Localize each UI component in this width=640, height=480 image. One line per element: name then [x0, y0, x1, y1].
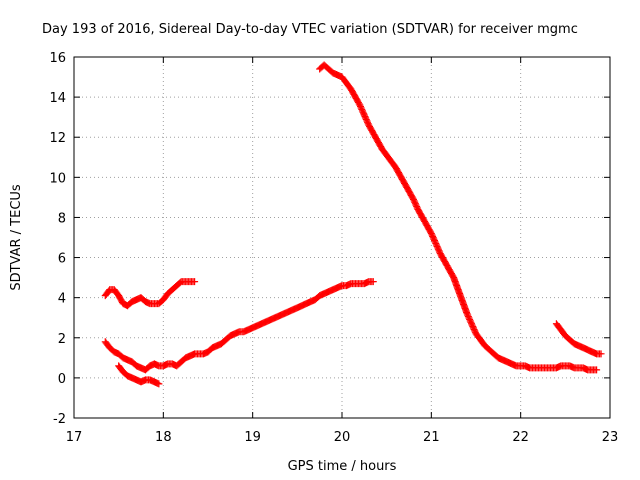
y-tick-label: 0: [58, 372, 66, 387]
data-point: [593, 366, 601, 374]
y-tick-label: 6: [58, 252, 66, 267]
chart-title: Day 193 of 2016, Sidereal Day-to-day VTE…: [42, 22, 578, 37]
y-tick-label: 12: [49, 131, 66, 146]
y-tick-label: -2: [53, 412, 66, 427]
series-arc-3: [115, 362, 163, 388]
y-tick-label: 4: [58, 292, 66, 307]
x-tick-label: 21: [423, 430, 440, 445]
x-tick-label: 18: [155, 430, 172, 445]
data-point: [155, 380, 163, 388]
y-tick-label: 10: [49, 171, 66, 186]
x-tick-label: 19: [244, 430, 261, 445]
x-tick-label: 20: [334, 430, 351, 445]
data-point: [191, 278, 199, 286]
y-axis-title: SDTVAR / TECUs: [9, 184, 24, 291]
data-point: [597, 350, 605, 358]
series-arc-4: [316, 61, 601, 374]
x-tick-label: 22: [512, 430, 529, 445]
axis-ticks: [73, 56, 611, 419]
y-tick-label: 2: [58, 332, 66, 347]
y-tick-label: 16: [49, 51, 66, 66]
series-arc-2: [101, 278, 377, 374]
tick-labels: 17 18 19 20 21 22 23 -2 0 2 4 6 8 10 12 14 16: [49, 51, 618, 445]
data-point: [369, 278, 377, 286]
data-markers: [101, 61, 605, 388]
series-arc-1: [101, 278, 199, 310]
y-tick-label: 8: [58, 211, 66, 226]
x-tick-label: 23: [602, 430, 619, 445]
y-tick-label: 14: [49, 91, 66, 106]
series-arc-5: [552, 320, 605, 358]
x-tick-label: 17: [66, 430, 83, 445]
x-axis-title: GPS time / hours: [288, 459, 397, 474]
